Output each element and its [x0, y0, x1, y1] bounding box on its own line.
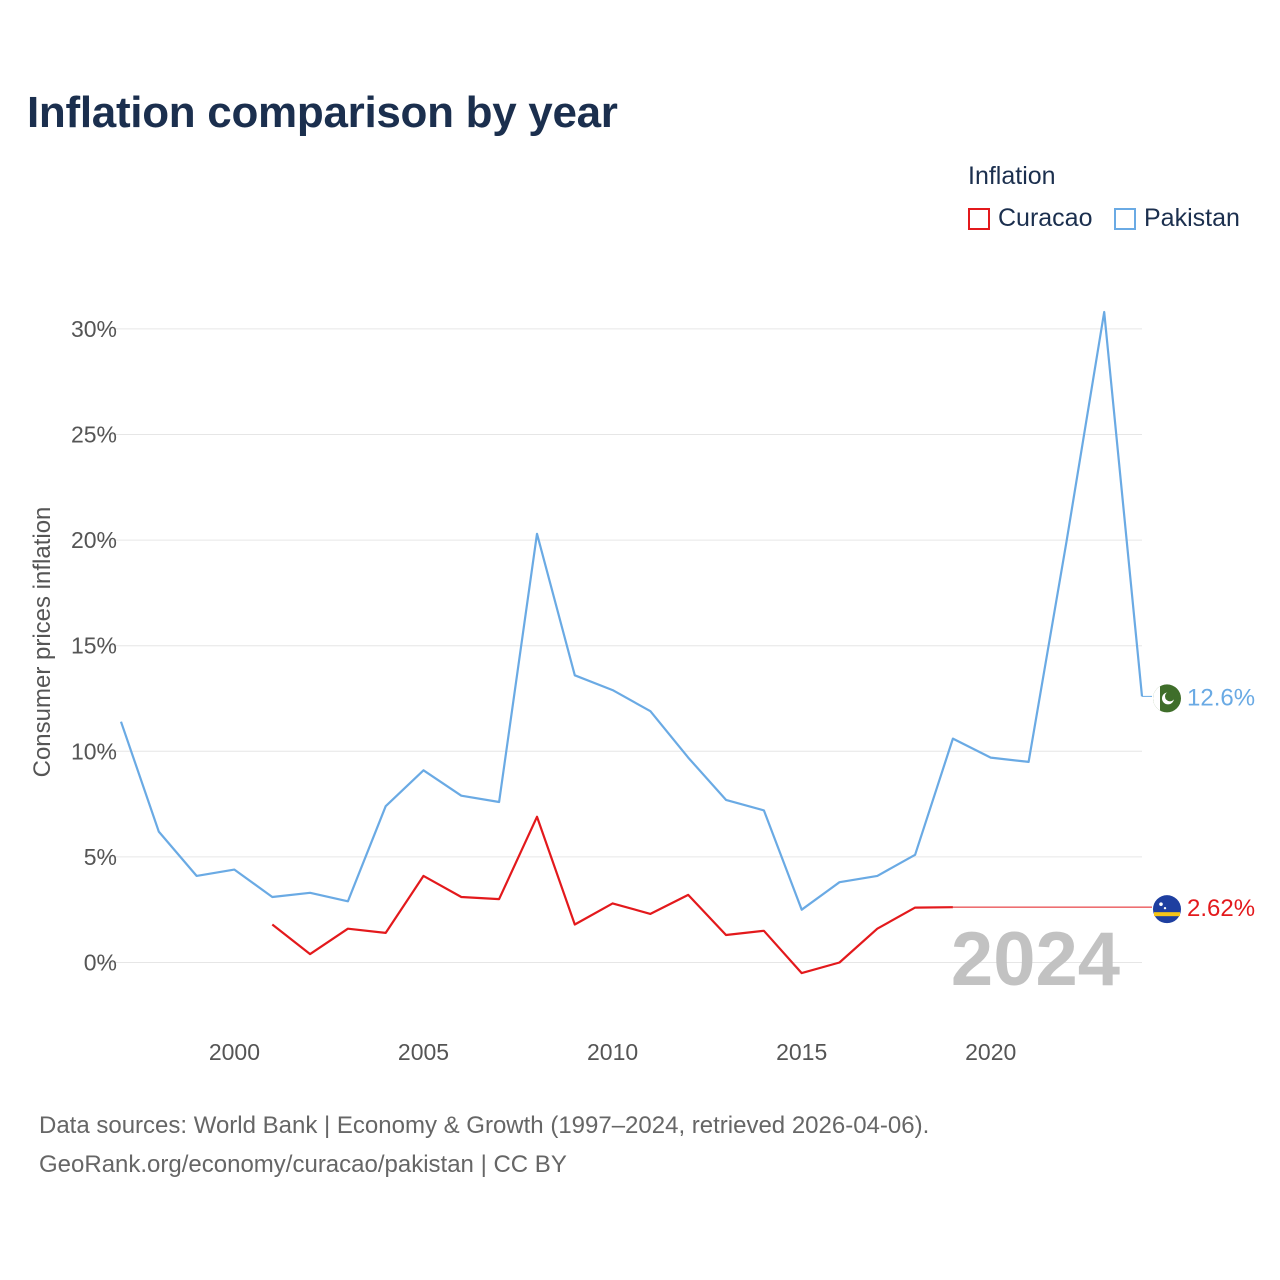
- legend-title: Inflation: [968, 162, 1056, 190]
- x-tick-label-2015: 2015: [776, 1039, 827, 1065]
- x-tick-label-2020: 2020: [965, 1039, 1016, 1065]
- y-tick-label-20: 20%: [71, 527, 117, 553]
- y-tick-label-25: 25%: [71, 422, 117, 448]
- end-label-pakistan: 12.6%: [1187, 684, 1255, 711]
- pakistan-flag-stripe: [1153, 684, 1160, 712]
- pakistan-flag-icon: [1153, 684, 1181, 713]
- legend-label-curacao: Curacao: [998, 204, 1093, 232]
- x-axis-ticks: 2000 2005 2010 2015 2020: [209, 1039, 1016, 1065]
- curacao-flag-star-1: [1159, 902, 1163, 906]
- legend-item-curacao[interactable]: Curacao: [968, 204, 1093, 233]
- legend-swatch-pakistan: [1114, 207, 1136, 230]
- y-tick-label-0: 0%: [84, 950, 117, 976]
- chart-title: Inflation comparison by year: [27, 88, 618, 137]
- y-tick-label-10: 10%: [71, 738, 117, 764]
- series-lines: [119, 310, 1144, 975]
- source-line-2[interactable]: GeoRank.org/economy/curacao/pakistan | C…: [39, 1151, 567, 1178]
- end-labels: 2.62% 12.6%: [952, 684, 1255, 924]
- series-line-pakistan: [119, 310, 1144, 911]
- series-line-curacao: [271, 815, 953, 975]
- source-line-1: Data sources: World Bank | Economy & Gro…: [39, 1112, 930, 1139]
- x-tick-label-2000: 2000: [209, 1039, 260, 1065]
- x-tick-label-2010: 2010: [587, 1039, 638, 1065]
- curacao-flag-icon: [1153, 895, 1181, 924]
- x-tick-label-2005: 2005: [398, 1039, 449, 1065]
- y-tick-label-15: 15%: [71, 633, 117, 659]
- curacao-flag-star-2: [1163, 906, 1167, 910]
- legend-label-pakistan: Pakistan: [1144, 204, 1240, 232]
- year-watermark: 2024: [951, 917, 1120, 1002]
- pakistan-flag-crescent-cut: [1165, 691, 1175, 702]
- curacao-flag-stripe: [1154, 912, 1180, 917]
- gridlines: [97, 328, 1142, 963]
- source-note: Data sources: World Bank | Economy & Gro…: [39, 1106, 929, 1184]
- end-label-curacao: 2.62%: [1187, 895, 1255, 922]
- y-axis-label: Consumer prices inflation: [29, 507, 56, 778]
- y-tick-label-5: 5%: [84, 844, 117, 870]
- curacao-flag-field: [1153, 895, 1181, 924]
- legend-item-pakistan[interactable]: Pakistan: [1114, 204, 1240, 233]
- line-chart: 0% 5% 10% 15% 20% 25% 30% 2000 2005 2010 2015 2020…: [29, 310, 1255, 1065]
- y-tick-label-30: 30%: [71, 316, 117, 342]
- legend-swatch-curacao: [968, 207, 990, 230]
- y-axis-ticks: 0% 5% 10% 15% 20% 25% 30%: [71, 316, 117, 976]
